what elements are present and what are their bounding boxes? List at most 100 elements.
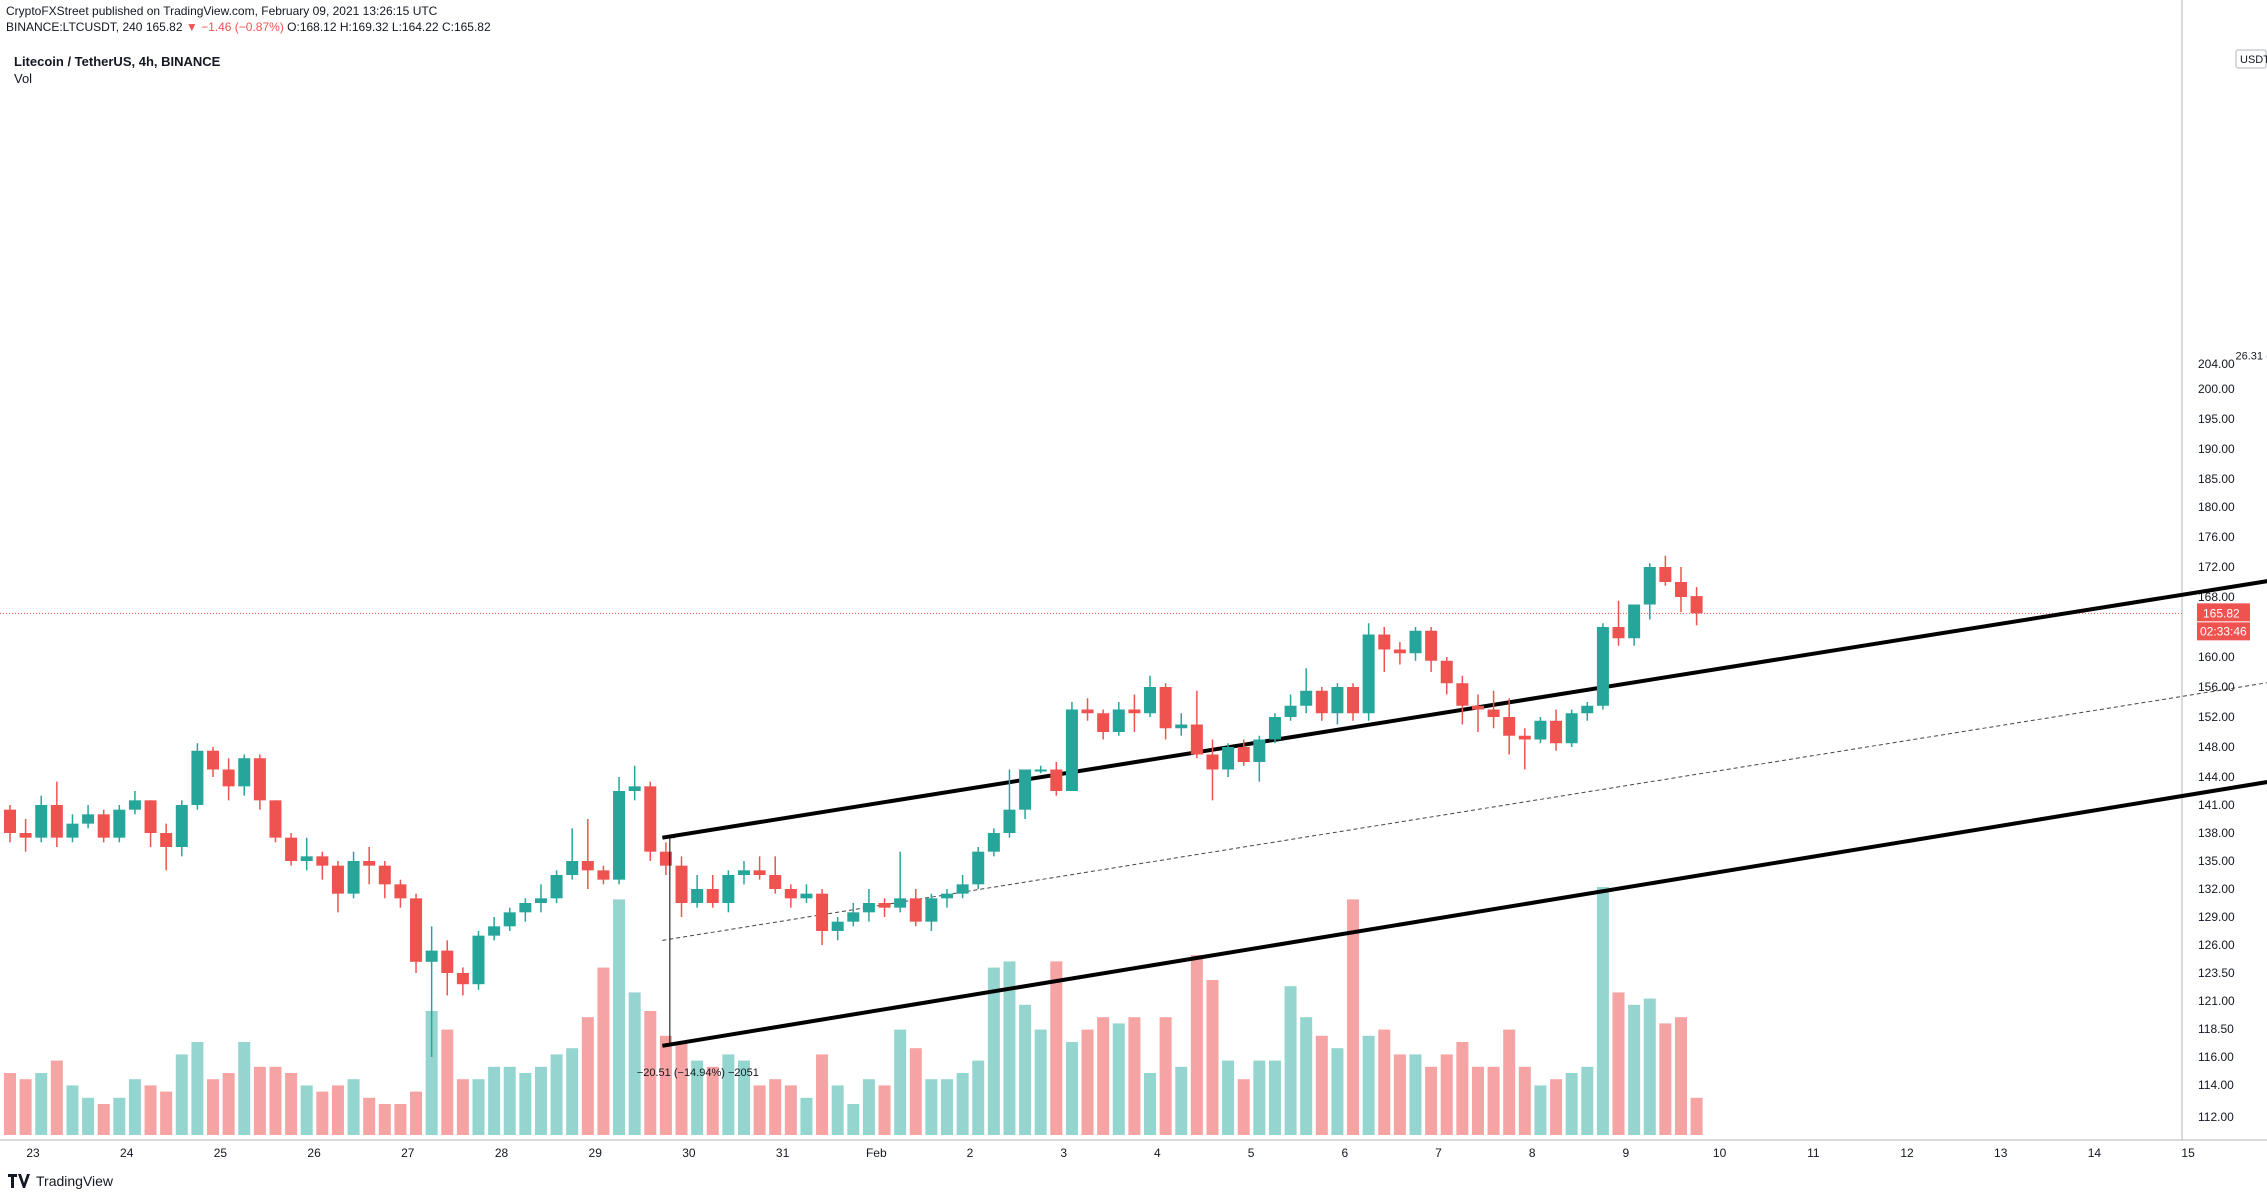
candle-body: [456, 973, 469, 985]
candle-body: [597, 870, 610, 880]
x-tick-label: 27: [401, 1146, 415, 1160]
volume-bar: [160, 1091, 173, 1135]
candle-body: [144, 800, 157, 833]
volume-bar: [1674, 1017, 1687, 1135]
volume-bar: [66, 1085, 79, 1135]
candle-body: [1065, 709, 1078, 791]
candle-body: [50, 805, 63, 838]
volume-bar: [1065, 1042, 1078, 1135]
candle-body: [644, 786, 657, 852]
channel-lower-line: [662, 780, 2267, 1048]
y-tick-label: 118.50: [2198, 1022, 2234, 1036]
candle-body: [769, 875, 782, 889]
volume-bar: [1081, 1029, 1094, 1135]
volume-bar: [1471, 1066, 1484, 1135]
volume-bar: [50, 1060, 63, 1135]
candle-body: [1378, 634, 1391, 650]
candle-body: [1456, 683, 1469, 706]
volume-bar: [97, 1104, 110, 1135]
volume-bar: [862, 1079, 875, 1135]
volume-bar: [706, 1066, 719, 1135]
candle-body: [987, 833, 1000, 852]
candle-body: [222, 769, 235, 787]
volume-bar: [1487, 1066, 1500, 1135]
y-tick-label: 123.50: [2198, 966, 2235, 980]
candle-body: [191, 750, 204, 805]
volume-bar: [1596, 887, 1609, 1135]
candle-body: [925, 898, 938, 922]
candle-body: [19, 833, 32, 838]
candle-body: [97, 814, 110, 838]
candle-body: [675, 865, 688, 903]
candle-body: [1581, 705, 1594, 714]
x-tick-label: 14: [2088, 1146, 2102, 1160]
candle-body: [1237, 747, 1250, 762]
candle-body: [581, 861, 594, 871]
volume-bar: [1206, 980, 1219, 1135]
candle-body: [1487, 709, 1500, 717]
volume-bar: [363, 1097, 376, 1135]
volume-bar: [128, 1079, 141, 1135]
x-tick-label: 4: [1154, 1146, 1161, 1160]
candle-body: [1190, 724, 1203, 755]
volume-bar: [519, 1073, 532, 1135]
candle-body: [1690, 596, 1703, 614]
y-tick-label: 135.00: [2198, 854, 2235, 868]
volume-bar: [1612, 992, 1625, 1135]
volume-bar: [1628, 1004, 1641, 1135]
candle-body: [566, 861, 579, 875]
volume-bar: [1393, 1054, 1406, 1135]
volume-bar: [300, 1085, 313, 1135]
volume-bar: [253, 1066, 266, 1135]
y-tick-label: 152.00: [2198, 710, 2235, 724]
candle-body: [1284, 705, 1297, 717]
volume-bar: [987, 967, 1000, 1135]
candle-body: [1612, 627, 1625, 639]
x-tick-label: 13: [1994, 1146, 2008, 1160]
volume-bar: [941, 1079, 953, 1135]
candle-body: [847, 912, 860, 922]
x-tick-label: 12: [1900, 1146, 1914, 1160]
volume-bar: [597, 967, 610, 1135]
candle-body: [316, 856, 329, 866]
candle-body: [1565, 713, 1578, 744]
candle-body: [1674, 582, 1687, 597]
y-tick-label: 132.00: [2198, 882, 2235, 896]
candle-body: [410, 898, 423, 962]
candle-body: [784, 889, 797, 899]
y-tick-label: 185.00: [2198, 472, 2235, 486]
footer[interactable]: TradingView: [8, 1173, 113, 1189]
candle-body: [1362, 634, 1375, 714]
x-tick-label: 7: [1435, 1146, 1442, 1160]
x-tick-label: 6: [1341, 1146, 1348, 1160]
y-tick-label: 204.00: [2198, 357, 2235, 371]
volume-bar: [1331, 1048, 1344, 1135]
current-price-badge-label: 165.82: [2203, 606, 2240, 620]
candle-body: [175, 805, 188, 847]
volume-bar: [1034, 1029, 1047, 1135]
x-tick-label: 28: [495, 1146, 509, 1160]
volume-bar: [737, 1060, 750, 1135]
candle-body: [253, 758, 266, 801]
volume-bar: [4, 1073, 16, 1135]
candle-body: [1471, 705, 1484, 710]
candle-body: [441, 950, 454, 973]
candle-body: [1159, 687, 1172, 729]
volume-bar: [894, 1029, 907, 1135]
candle-body: [659, 851, 672, 866]
y-tick-label: 156.00: [2198, 680, 2235, 694]
y-tick-label: 116.00: [2198, 1050, 2234, 1064]
volume-bar: [1378, 1029, 1391, 1135]
volume-bar: [441, 1029, 454, 1135]
candle-body: [894, 898, 907, 908]
volume-bar: [800, 1097, 813, 1135]
volume-bar: [1518, 1066, 1531, 1135]
y-tick-label: 121.00: [2198, 994, 2235, 1008]
volume-bar: [1268, 1060, 1281, 1135]
candle-body: [1097, 713, 1110, 732]
volume-bar: [816, 1054, 829, 1135]
y-tick-label: 126.00: [2198, 938, 2235, 952]
candle-body: [363, 861, 376, 866]
volume-bar: [1003, 961, 1016, 1135]
